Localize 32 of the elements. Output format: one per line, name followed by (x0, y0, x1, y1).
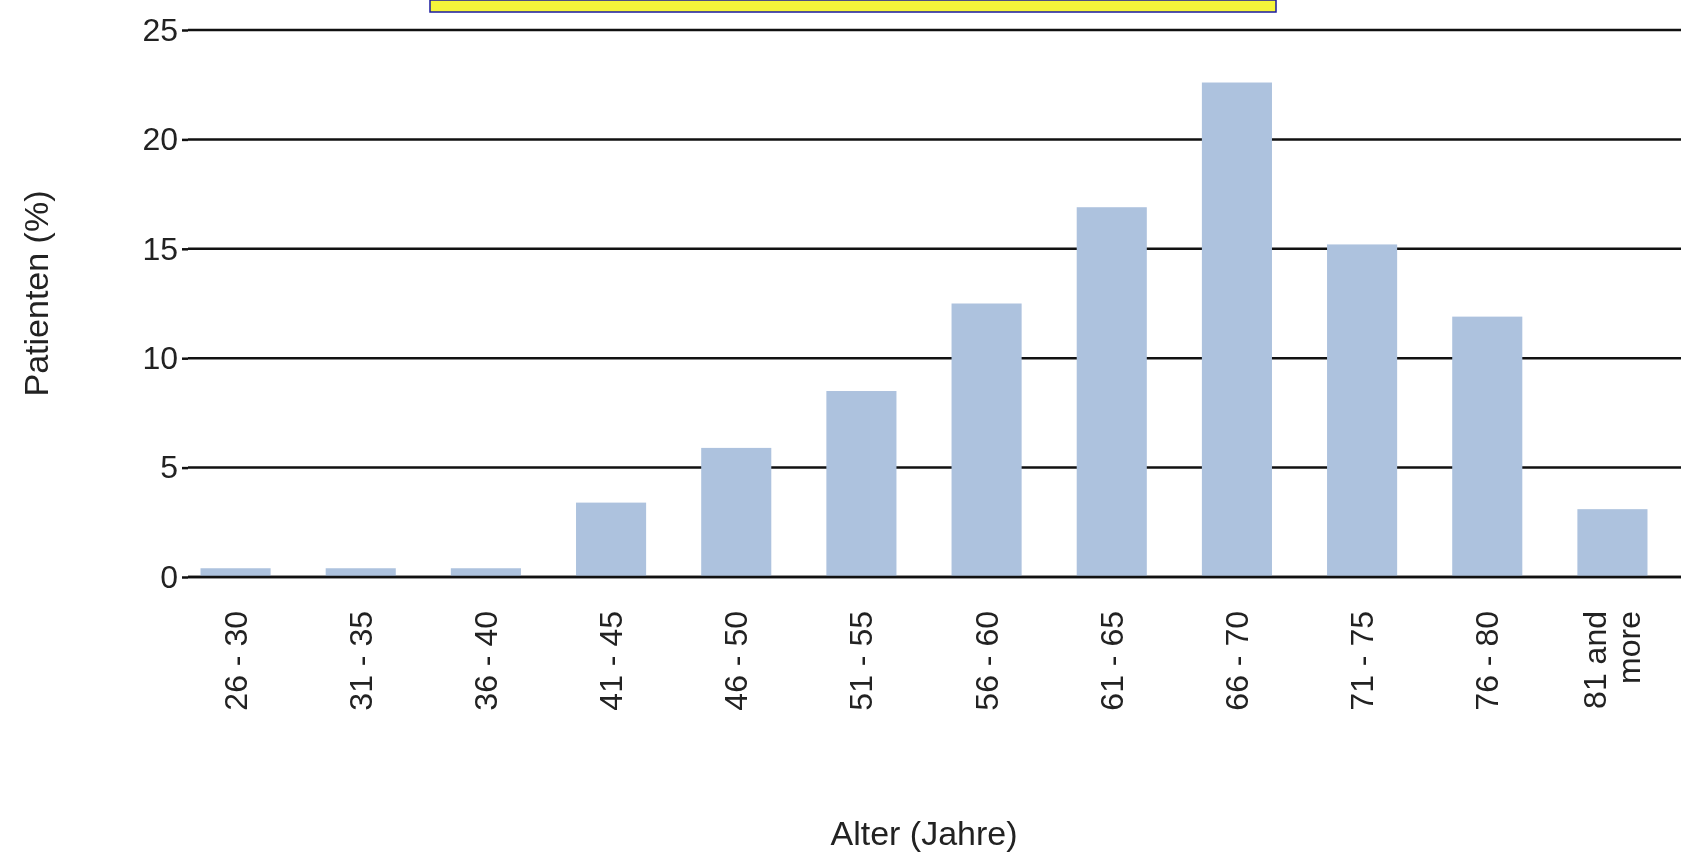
x-tick-label: 41 - 45 (593, 611, 630, 711)
bar (200, 568, 271, 577)
bar (325, 568, 396, 577)
x-tick-label: 71 - 75 (1344, 611, 1381, 711)
bar (701, 447, 772, 577)
x-tick-label: 76 - 80 (1469, 611, 1506, 711)
x-tick-label: 26 - 30 (217, 611, 254, 711)
bar (576, 502, 647, 577)
x-axis-title: Alter (Jahre) (830, 814, 1018, 852)
bar (1201, 82, 1272, 577)
x-tick-label: 66 - 70 (1218, 611, 1255, 711)
bar (826, 391, 897, 577)
x-tick-label: 81 and more (1577, 611, 1648, 709)
bar (450, 568, 521, 577)
x-tick-label: 36 - 40 (467, 611, 504, 711)
y-tick-label: 5 (160, 449, 178, 486)
bar (951, 303, 1022, 577)
bar (1577, 509, 1648, 577)
y-axis-title: Patienten (%) (17, 190, 55, 397)
x-tick-label: 61 - 65 (1093, 611, 1130, 711)
y-tick-label: 0 (160, 558, 178, 595)
y-tick-label: 15 (142, 230, 178, 267)
x-tick-label: 31 - 35 (342, 611, 379, 711)
bar (1076, 207, 1147, 577)
bar (1452, 316, 1523, 577)
bar (1327, 244, 1398, 577)
x-tick-label: 46 - 50 (718, 611, 755, 711)
y-tick-label: 25 (142, 11, 178, 48)
y-tick-label: 10 (142, 339, 178, 376)
x-tick-label: 51 - 55 (843, 611, 880, 711)
x-tick-label: 56 - 60 (968, 611, 1005, 711)
y-tick-label: 20 (142, 121, 178, 158)
